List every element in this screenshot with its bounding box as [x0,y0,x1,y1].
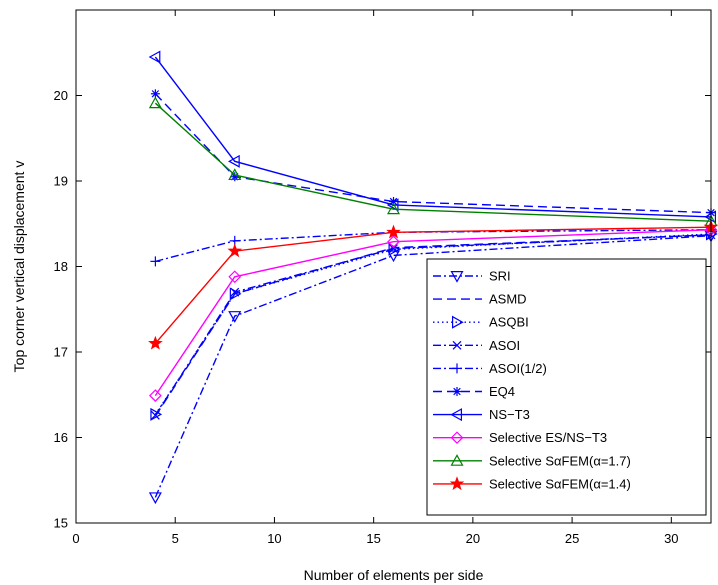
data-point [386,224,401,239]
data-point [149,389,162,402]
y-tick-label: 20 [54,88,68,103]
series-8 [148,96,718,227]
data-point [389,244,398,253]
series-line [154,102,712,222]
series-line [154,93,712,214]
legend: SRI ASMD ASQBI ASOI ASOI(1/2) EQ4 NS−T3 Selecti… [426,258,707,516]
data-point [148,335,163,350]
legend-label: ASOI(1/2) [489,361,547,376]
legend-label: Selective SαFEM(α=1.4) [489,476,631,491]
data-point [387,235,400,249]
legend-entry: EQ4 [433,384,515,399]
series-0 [148,230,718,505]
data-point [150,410,160,420]
legend-entry: Selective SαFEM(α=1.7) [433,453,631,468]
x-tick-label: 25 [565,531,579,546]
data-point [230,287,240,297]
legend-label: Selective ES/NS−T3 [489,430,607,445]
legend-label: ASMD [489,292,527,307]
x-tick-label: 10 [267,531,281,546]
series-line [154,56,712,218]
x-tick-label: 20 [466,531,480,546]
series-line [154,229,712,396]
legend-label: SRI [489,269,511,284]
x-tick-label: 15 [366,531,380,546]
data-point [228,270,242,284]
legend-label: ASOI [489,338,520,353]
data-point [150,256,161,267]
legend-entry: ASMD [433,292,527,307]
legend-marker [450,454,464,466]
series-3 [150,230,716,420]
data-point [386,198,399,212]
series-line [155,229,712,263]
data-point [150,407,163,421]
y-tick-label: 15 [54,516,68,531]
legend-marker [450,431,464,445]
data-point [148,96,162,109]
legend-marker [452,387,462,396]
legend-entry: ASQBI [433,315,529,330]
data-point [148,492,162,505]
legend-label: ASQBI [489,315,529,330]
series-5 [150,89,716,218]
y-tick-label: 18 [54,259,68,274]
legend-label: Selective SαFEM(α=1.7) [489,453,631,468]
data-point [228,311,242,323]
legend-entry: Selective SαFEM(α=1.4) [433,476,631,491]
legend-marker [452,363,462,374]
x-tick-label: 0 [72,531,79,546]
legend-marker [450,271,464,283]
legend-entry: Selective ES/NS−T3 [433,430,607,445]
data-point [386,202,401,215]
x-tick-label: 30 [664,531,678,546]
legend-entry: ASOI(1/2) [433,361,547,376]
y-tick-label: 16 [54,430,68,445]
y-tick-label: 17 [54,345,68,360]
data-point [704,210,717,224]
legend-box [426,258,707,516]
legend-entry: ASOI [433,338,520,353]
y-axis-label: Top corner vertical displacement v [11,161,27,373]
legend-marker [449,476,465,491]
legend-entry: NS−T3 [433,407,530,422]
y-tick-label: 19 [54,174,68,189]
x-axis-label: Number of elements per side [304,567,484,583]
plot-area [148,50,718,505]
axes: 0 5 10 15 20 25 30 15 16 17 18 19 20 [54,9,712,546]
legend-marker [452,340,462,350]
series-line [154,234,712,416]
data-point [227,243,243,258]
data-point [228,168,242,181]
data-point [148,50,161,64]
data-point [386,250,401,263]
series-line [154,226,712,344]
x-tick-label: 5 [172,531,179,546]
legend-entry: SRI [433,269,511,284]
legend-label: EQ4 [489,384,515,399]
legend-marker [452,315,464,329]
legend-marker [450,408,462,422]
series-6 [148,50,717,224]
legend-label: NS−T3 [489,407,530,422]
series-line [154,235,712,498]
data-point [228,154,240,168]
